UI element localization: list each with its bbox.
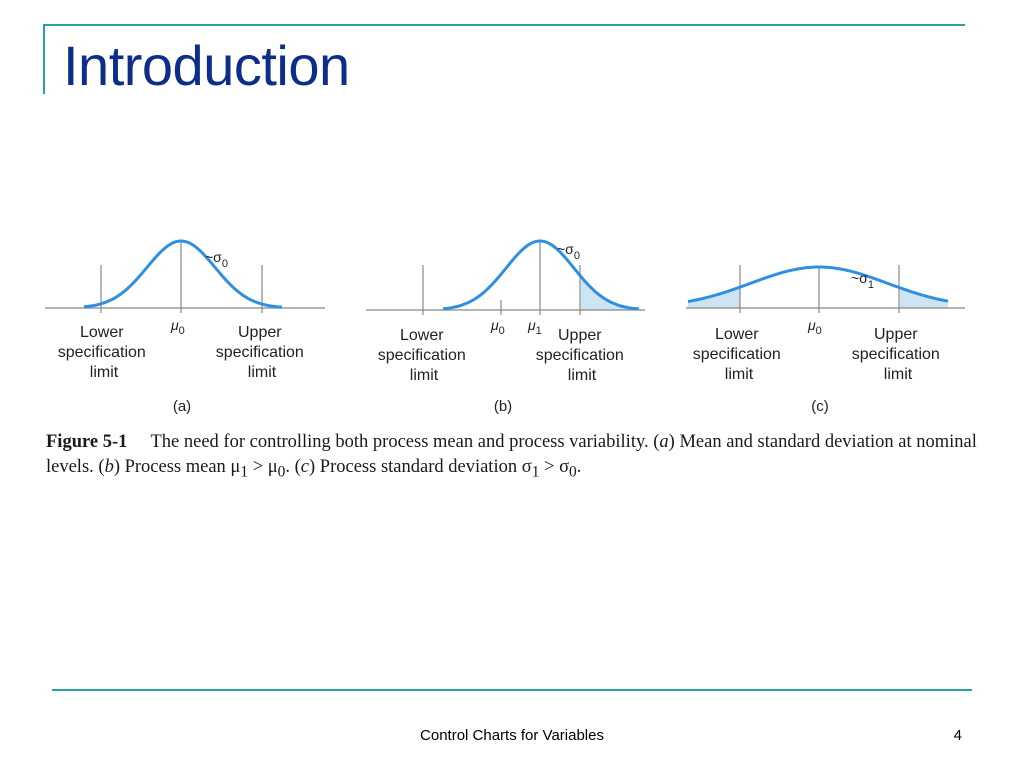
caption-sub-0b: 0 (569, 463, 577, 481)
caption-text-4: > μ (248, 457, 278, 477)
caption-text-2: ) Mean and standard deviation at nominal… (46, 432, 977, 477)
caption-sub-1b: 1 (531, 463, 540, 481)
panel-a-mean-label: μ0 (170, 317, 185, 337)
panel-a-caption-label: (a) (173, 398, 191, 415)
caption-b: b (104, 457, 114, 477)
caption-text-7: > σ (539, 457, 570, 477)
panel-b-tail-shade (581, 276, 639, 310)
footer-divider (52, 689, 972, 691)
slide-title: Introduction (63, 34, 350, 97)
caption-text-6: ) Process standard deviation σ (309, 457, 532, 477)
panel-c: ~σ1 μ0 Lower specification limit Upper s… (686, 265, 965, 415)
footer-title: Control Charts for Variables (420, 727, 604, 744)
caption-text-1: The need for controlling both process me… (150, 432, 660, 452)
caption-a: a (659, 432, 669, 452)
panel-c-caption-label: (c) (811, 398, 829, 415)
caption-text-8: . (576, 457, 582, 477)
caption-text-5: . ( (285, 457, 301, 477)
figure-caption: Figure 5-1 The need for controlling both… (46, 430, 986, 485)
panel-b-lsl-label: Lower specification limit (378, 327, 471, 384)
panel-b-usl-label: Upper specification limit (536, 327, 629, 384)
panel-a-lsl-label: Lower specification limit (58, 324, 151, 381)
panel-c-curve (687, 265, 949, 304)
caption-text-3: ) Process mean μ (113, 457, 241, 477)
panel-b-mean0-label: μ0 (490, 317, 505, 337)
panel-b-mean1-label: μ1 (527, 317, 542, 337)
panel-a-sigma-label: ~σ0 (205, 249, 228, 270)
panel-b-curve (442, 239, 640, 311)
panel-b-caption-label: (b) (494, 398, 512, 415)
panel-c-usl-label: Upper specification limit (852, 326, 945, 383)
panel-b-sigma-label: ~σ0 (557, 241, 580, 262)
panel-c-lsl-label: Lower specification limit (693, 326, 786, 383)
caption-sub-1: 1 (240, 463, 249, 481)
panel-c-mean-label: μ0 (807, 317, 822, 337)
panel-a-curve (83, 239, 283, 309)
page-number: 4 (953, 727, 962, 744)
panel-c-sigma-label: ~σ1 (851, 270, 874, 291)
caption-c: c (300, 457, 310, 477)
panel-a-usl-label: Upper specification limit (216, 324, 309, 381)
title-frame-top-line (43, 24, 965, 26)
panel-b: ~σ0 μ0 μ1 Lower specification limit Uppe… (366, 239, 645, 415)
title-frame-left-line (43, 24, 45, 94)
caption-sub-0: 0 (277, 463, 286, 481)
panel-a: ~σ0 μ0 Lower specification limit Upper s… (45, 239, 325, 415)
figure-caption-label: Figure 5-1 (46, 432, 128, 452)
